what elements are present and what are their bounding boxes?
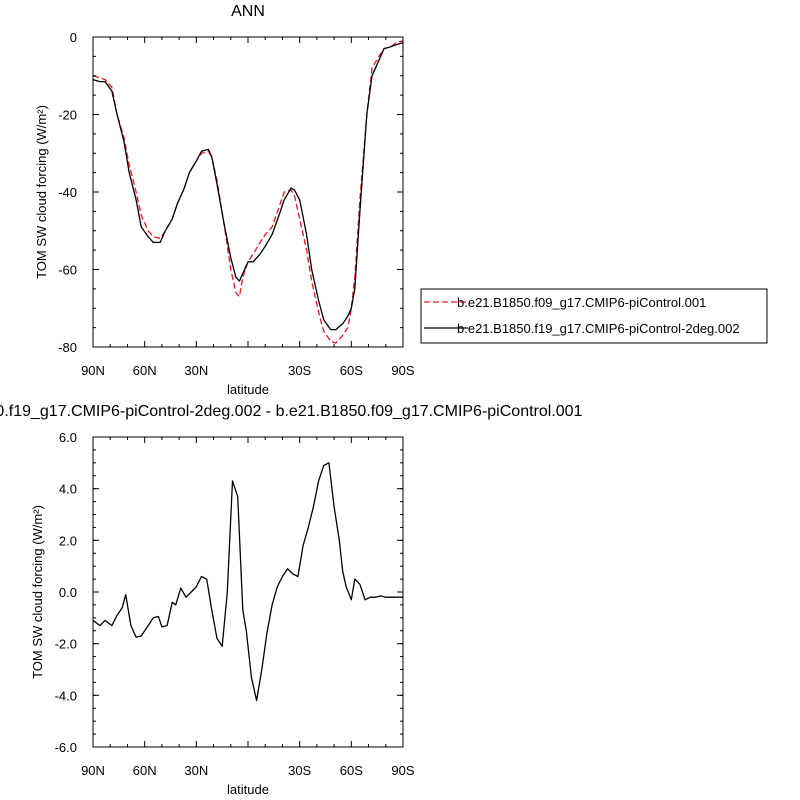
y-tick-label: -2.0 — [55, 637, 77, 652]
x-tick-label: 30S — [288, 763, 311, 778]
series-line-2 — [92, 42, 404, 331]
x-axis-label: latitude — [227, 782, 269, 797]
legend: b.e21.B1850.f09_g17.CMIP6-piControl.001 … — [420, 288, 768, 344]
y-tick-label: -40 — [58, 185, 77, 200]
y-tick-label: -60 — [58, 263, 77, 278]
plot-frame — [92, 36, 404, 348]
x-tick-label: 60N — [133, 763, 157, 778]
x-tick-label: 90S — [391, 363, 414, 378]
bottom-panel: b.e21.B1850.f19_g17.CMIP6-piControl-2deg… — [0, 403, 583, 797]
legend-label: b.e21.B1850.f09_g17.CMIP6-piControl.001 — [457, 295, 706, 310]
y-axis-label: TOM SW cloud forcing (W/m²) — [34, 105, 49, 279]
y-tick-label: -80 — [58, 340, 77, 355]
panel-title: ANN — [231, 3, 265, 20]
tick-layer: 90N 60N 30N 30S 60S 90S 6.0 4.0 2.0 0.0 -2.0 -4.0 -6… — [55, 430, 415, 778]
legend-item: b.e21.B1850.f09_g17.CMIP6-piControl.001 — [424, 295, 706, 310]
x-tick-label: 30N — [184, 363, 208, 378]
x-axis-label: latitude — [227, 382, 269, 397]
y-tick-label: 2.0 — [59, 533, 77, 548]
y-tick-label: 0 — [70, 30, 77, 45]
series-layer — [92, 462, 403, 702]
legend-label: b.e21.B1850.f19_g17.CMIP6-piControl-2deg… — [457, 321, 740, 336]
series-line-1 — [92, 462, 403, 702]
y-tick-label: 6.0 — [59, 430, 77, 445]
series-line-1 — [92, 40, 404, 344]
x-tick-label: 60N — [133, 363, 157, 378]
x-tick-label: 30N — [184, 763, 208, 778]
legend-box — [420, 288, 768, 344]
x-tick-label: 90S — [391, 763, 414, 778]
series-layer — [92, 40, 404, 344]
top-panel: ANN 90N 60N 30N 30S 60S 90S 0 -20 -40 -60 -80 lati… — [34, 3, 768, 397]
y-axis-label: TOM SW cloud forcing (W/m²) — [30, 505, 45, 679]
x-tick-label: 60S — [340, 363, 363, 378]
legend-item: b.e21.B1850.f19_g17.CMIP6-piControl-2deg… — [424, 321, 740, 336]
y-tick-label: 4.0 — [59, 482, 77, 497]
x-tick-label: 90N — [81, 763, 105, 778]
x-tick-label: 30S — [288, 363, 311, 378]
panel-title: b.e21.B1850.f19_g17.CMIP6-piControl-2deg… — [0, 403, 583, 420]
y-tick-label: -6.0 — [55, 740, 77, 755]
y-tick-label: -20 — [58, 108, 77, 123]
y-tick-label: 0.0 — [59, 585, 77, 600]
x-tick-label: 60S — [340, 763, 363, 778]
tick-layer: 90N 60N 30N 30S 60S 90S 0 -20 -40 -60 -80 — [58, 30, 415, 378]
x-tick-label: 90N — [81, 363, 105, 378]
y-tick-label: -4.0 — [55, 688, 77, 703]
plot-frame — [92, 436, 404, 748]
